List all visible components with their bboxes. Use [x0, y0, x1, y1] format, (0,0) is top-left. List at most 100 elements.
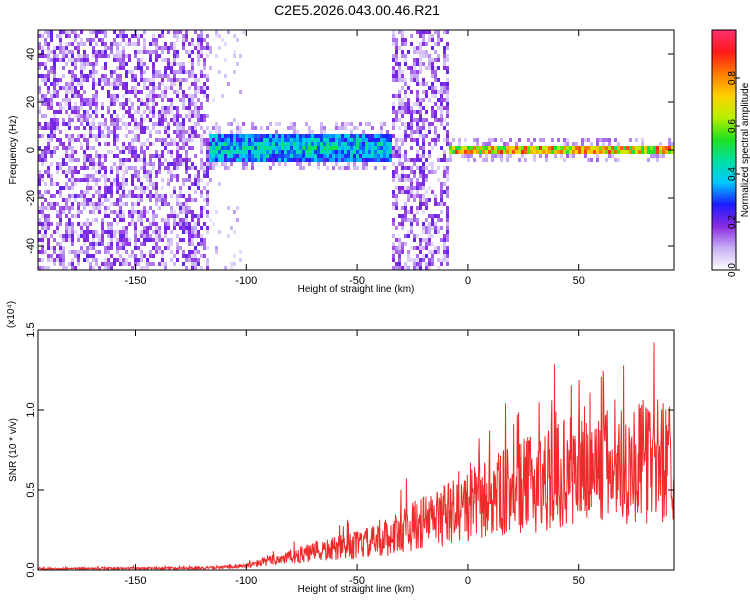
heatmap-cell — [38, 86, 41, 90]
heatmap-cell — [437, 134, 440, 138]
heatmap-cell — [287, 142, 290, 146]
heatmap-cell — [236, 62, 239, 66]
heatmap-cell — [644, 150, 647, 154]
heatmap-cell — [239, 90, 242, 94]
heatmap-cell — [155, 150, 158, 154]
heatmap-cell — [86, 182, 89, 186]
heatmap-cell — [89, 202, 92, 206]
heatmap-cell — [281, 138, 284, 142]
heatmap-cell — [401, 250, 404, 254]
heatmap-cell — [146, 146, 149, 150]
heatmap-cell — [38, 218, 41, 222]
heatmap-cell — [68, 166, 71, 170]
heatmap-cell — [182, 226, 185, 230]
heatmap-cell — [176, 242, 179, 246]
heatmap-cell — [98, 78, 101, 82]
heatmap-cell — [173, 54, 176, 58]
heatmap-cell — [431, 70, 434, 74]
heatmap-cell — [68, 86, 71, 90]
heatmap-cell — [404, 206, 407, 210]
heatmap-cell — [98, 38, 101, 42]
heatmap-cell — [500, 150, 503, 154]
heatmap-cell — [218, 142, 221, 146]
heatmap-cell — [653, 146, 656, 150]
heatmap-cell — [56, 54, 59, 58]
heatmap-cell — [194, 234, 197, 238]
heatmap-cell — [134, 166, 137, 170]
heatmap-cell — [479, 150, 482, 154]
heatmap-cell — [113, 102, 116, 106]
heatmap-cell — [182, 210, 185, 214]
heatmap-cell — [206, 42, 209, 46]
heatmap-cell — [137, 186, 140, 190]
heatmap-cell — [431, 86, 434, 90]
heatmap-cell — [188, 234, 191, 238]
heatmap-cell — [200, 86, 203, 90]
heatmap-cell — [437, 118, 440, 122]
heatmap-cell — [323, 154, 326, 158]
heatmap-cell — [47, 242, 50, 246]
heatmap-cell — [68, 138, 71, 142]
heatmap-cell — [38, 134, 41, 138]
heatmap-cell — [44, 150, 47, 154]
heatmap-cell — [182, 218, 185, 222]
heatmap-cell — [422, 98, 425, 102]
heatmap-cell — [305, 138, 308, 142]
heatmap-cell — [125, 126, 128, 130]
heatmap-cell — [68, 126, 71, 130]
heatmap-cell — [254, 158, 257, 162]
heatmap-cell — [176, 154, 179, 158]
heatmap-cell — [200, 50, 203, 54]
heatmap-cell — [347, 166, 350, 170]
heatmap-cell — [164, 66, 167, 70]
heatmap-cell — [344, 158, 347, 162]
heatmap-cell — [359, 150, 362, 154]
heatmap-cell — [59, 254, 62, 258]
heatmap-cell — [236, 154, 239, 158]
heatmap-cell — [404, 154, 407, 158]
heatmap-cell — [572, 146, 575, 150]
heatmap-cell — [161, 262, 164, 266]
heatmap-cell — [401, 110, 404, 114]
heatmap-cell — [383, 150, 386, 154]
heatmap-cell — [83, 74, 86, 78]
heatmap-cell — [188, 174, 191, 178]
heatmap-cell — [254, 126, 257, 130]
heatmap-cell — [128, 114, 131, 118]
heatmap-cell — [56, 242, 59, 246]
heatmap-cell — [191, 226, 194, 230]
heatmap-cell — [80, 142, 83, 146]
heatmap-cell — [440, 190, 443, 194]
heatmap-cell — [95, 58, 98, 62]
heatmap-cell — [140, 70, 143, 74]
heatmap-cell — [152, 186, 155, 190]
heatmap-cell — [119, 182, 122, 186]
heatmap-cell — [128, 90, 131, 94]
heatmap-cell — [443, 242, 446, 246]
heatmap-cell — [533, 158, 536, 162]
heatmap-cell — [77, 34, 80, 38]
heatmap-cell — [653, 154, 656, 158]
heatmap-cell — [401, 86, 404, 90]
heatmap-cell — [407, 122, 410, 126]
heatmap-cell — [56, 162, 59, 166]
heatmap-cell — [212, 98, 215, 102]
heatmap-cell — [425, 30, 428, 34]
heatmap-cell — [419, 54, 422, 58]
heatmap-cell — [119, 218, 122, 222]
heatmap-cell — [101, 66, 104, 70]
heatmap-cell — [563, 146, 566, 150]
heatmap-cell — [158, 70, 161, 74]
heatmap-cell — [152, 70, 155, 74]
heatmap-cell — [200, 238, 203, 242]
heatmap-cell — [152, 210, 155, 214]
heatmap-cell — [62, 98, 65, 102]
heatmap-cell — [149, 238, 152, 242]
heatmap-cell — [620, 150, 623, 154]
heatmap-cell — [236, 150, 239, 154]
heatmap-cell — [74, 194, 77, 198]
heatmap-cell — [83, 190, 86, 194]
heatmap-cell — [53, 46, 56, 50]
heatmap-cell — [47, 30, 50, 34]
heatmap-cell — [83, 206, 86, 210]
